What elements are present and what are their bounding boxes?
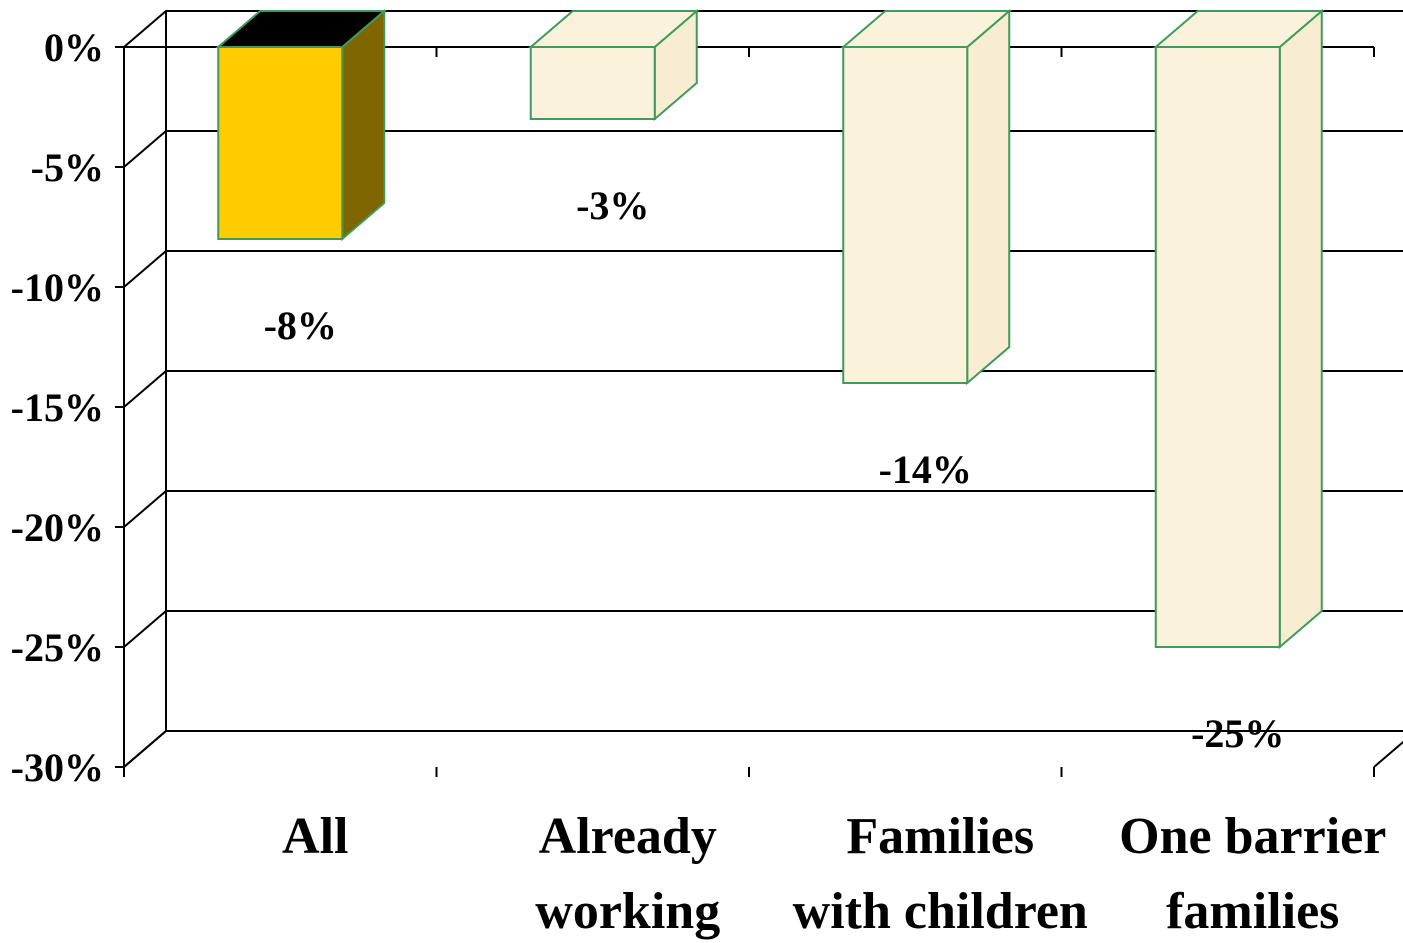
x-category-label: One barrier families xyxy=(1119,808,1386,940)
y-tick-label: -20% xyxy=(11,505,104,550)
x-category-label-line: working xyxy=(535,883,720,940)
bar-group xyxy=(218,11,384,239)
bar xyxy=(218,47,342,239)
bar-side xyxy=(342,11,384,239)
x-category-label-line: with children xyxy=(793,883,1088,940)
bar xyxy=(843,47,967,383)
y-tick-label: -10% xyxy=(11,265,104,310)
bar xyxy=(1156,47,1280,647)
x-category-label-line: Families xyxy=(846,808,1034,865)
bar-side xyxy=(967,11,1009,383)
x-category-label-line: Already xyxy=(539,808,717,865)
bar xyxy=(531,47,655,119)
y-tick-label: 0% xyxy=(44,25,104,70)
y-tick-label: -25% xyxy=(11,625,104,670)
data-label: -25% xyxy=(1191,711,1284,756)
data-label: -14% xyxy=(879,447,972,492)
bar-group xyxy=(1156,11,1322,647)
bar-group xyxy=(843,11,1009,383)
bar-side xyxy=(1280,11,1322,647)
y-tick-label: -15% xyxy=(11,385,104,430)
x-category-label: Already working xyxy=(535,808,720,940)
bars xyxy=(218,11,1322,647)
x-category-label: Families with children xyxy=(793,808,1088,940)
bar-group xyxy=(531,11,697,119)
x-category-label-line: All xyxy=(282,808,348,865)
x-category-label-line: One barrier xyxy=(1119,808,1386,865)
data-label: -8% xyxy=(264,303,337,348)
data-label: -3% xyxy=(576,183,649,228)
x-category-labels: All Already working Families with children On… xyxy=(282,808,1386,940)
y-tick-label: -30% xyxy=(11,745,104,790)
y-tick-label: -5% xyxy=(31,145,104,190)
x-category-label: All xyxy=(282,808,348,865)
y-tick-labels: 0% -5% -10% -15% -20% -25% -30% xyxy=(11,25,104,790)
x-category-label-line: families xyxy=(1166,883,1339,940)
data-labels: -8% -3% -14% -25% xyxy=(264,183,1285,756)
